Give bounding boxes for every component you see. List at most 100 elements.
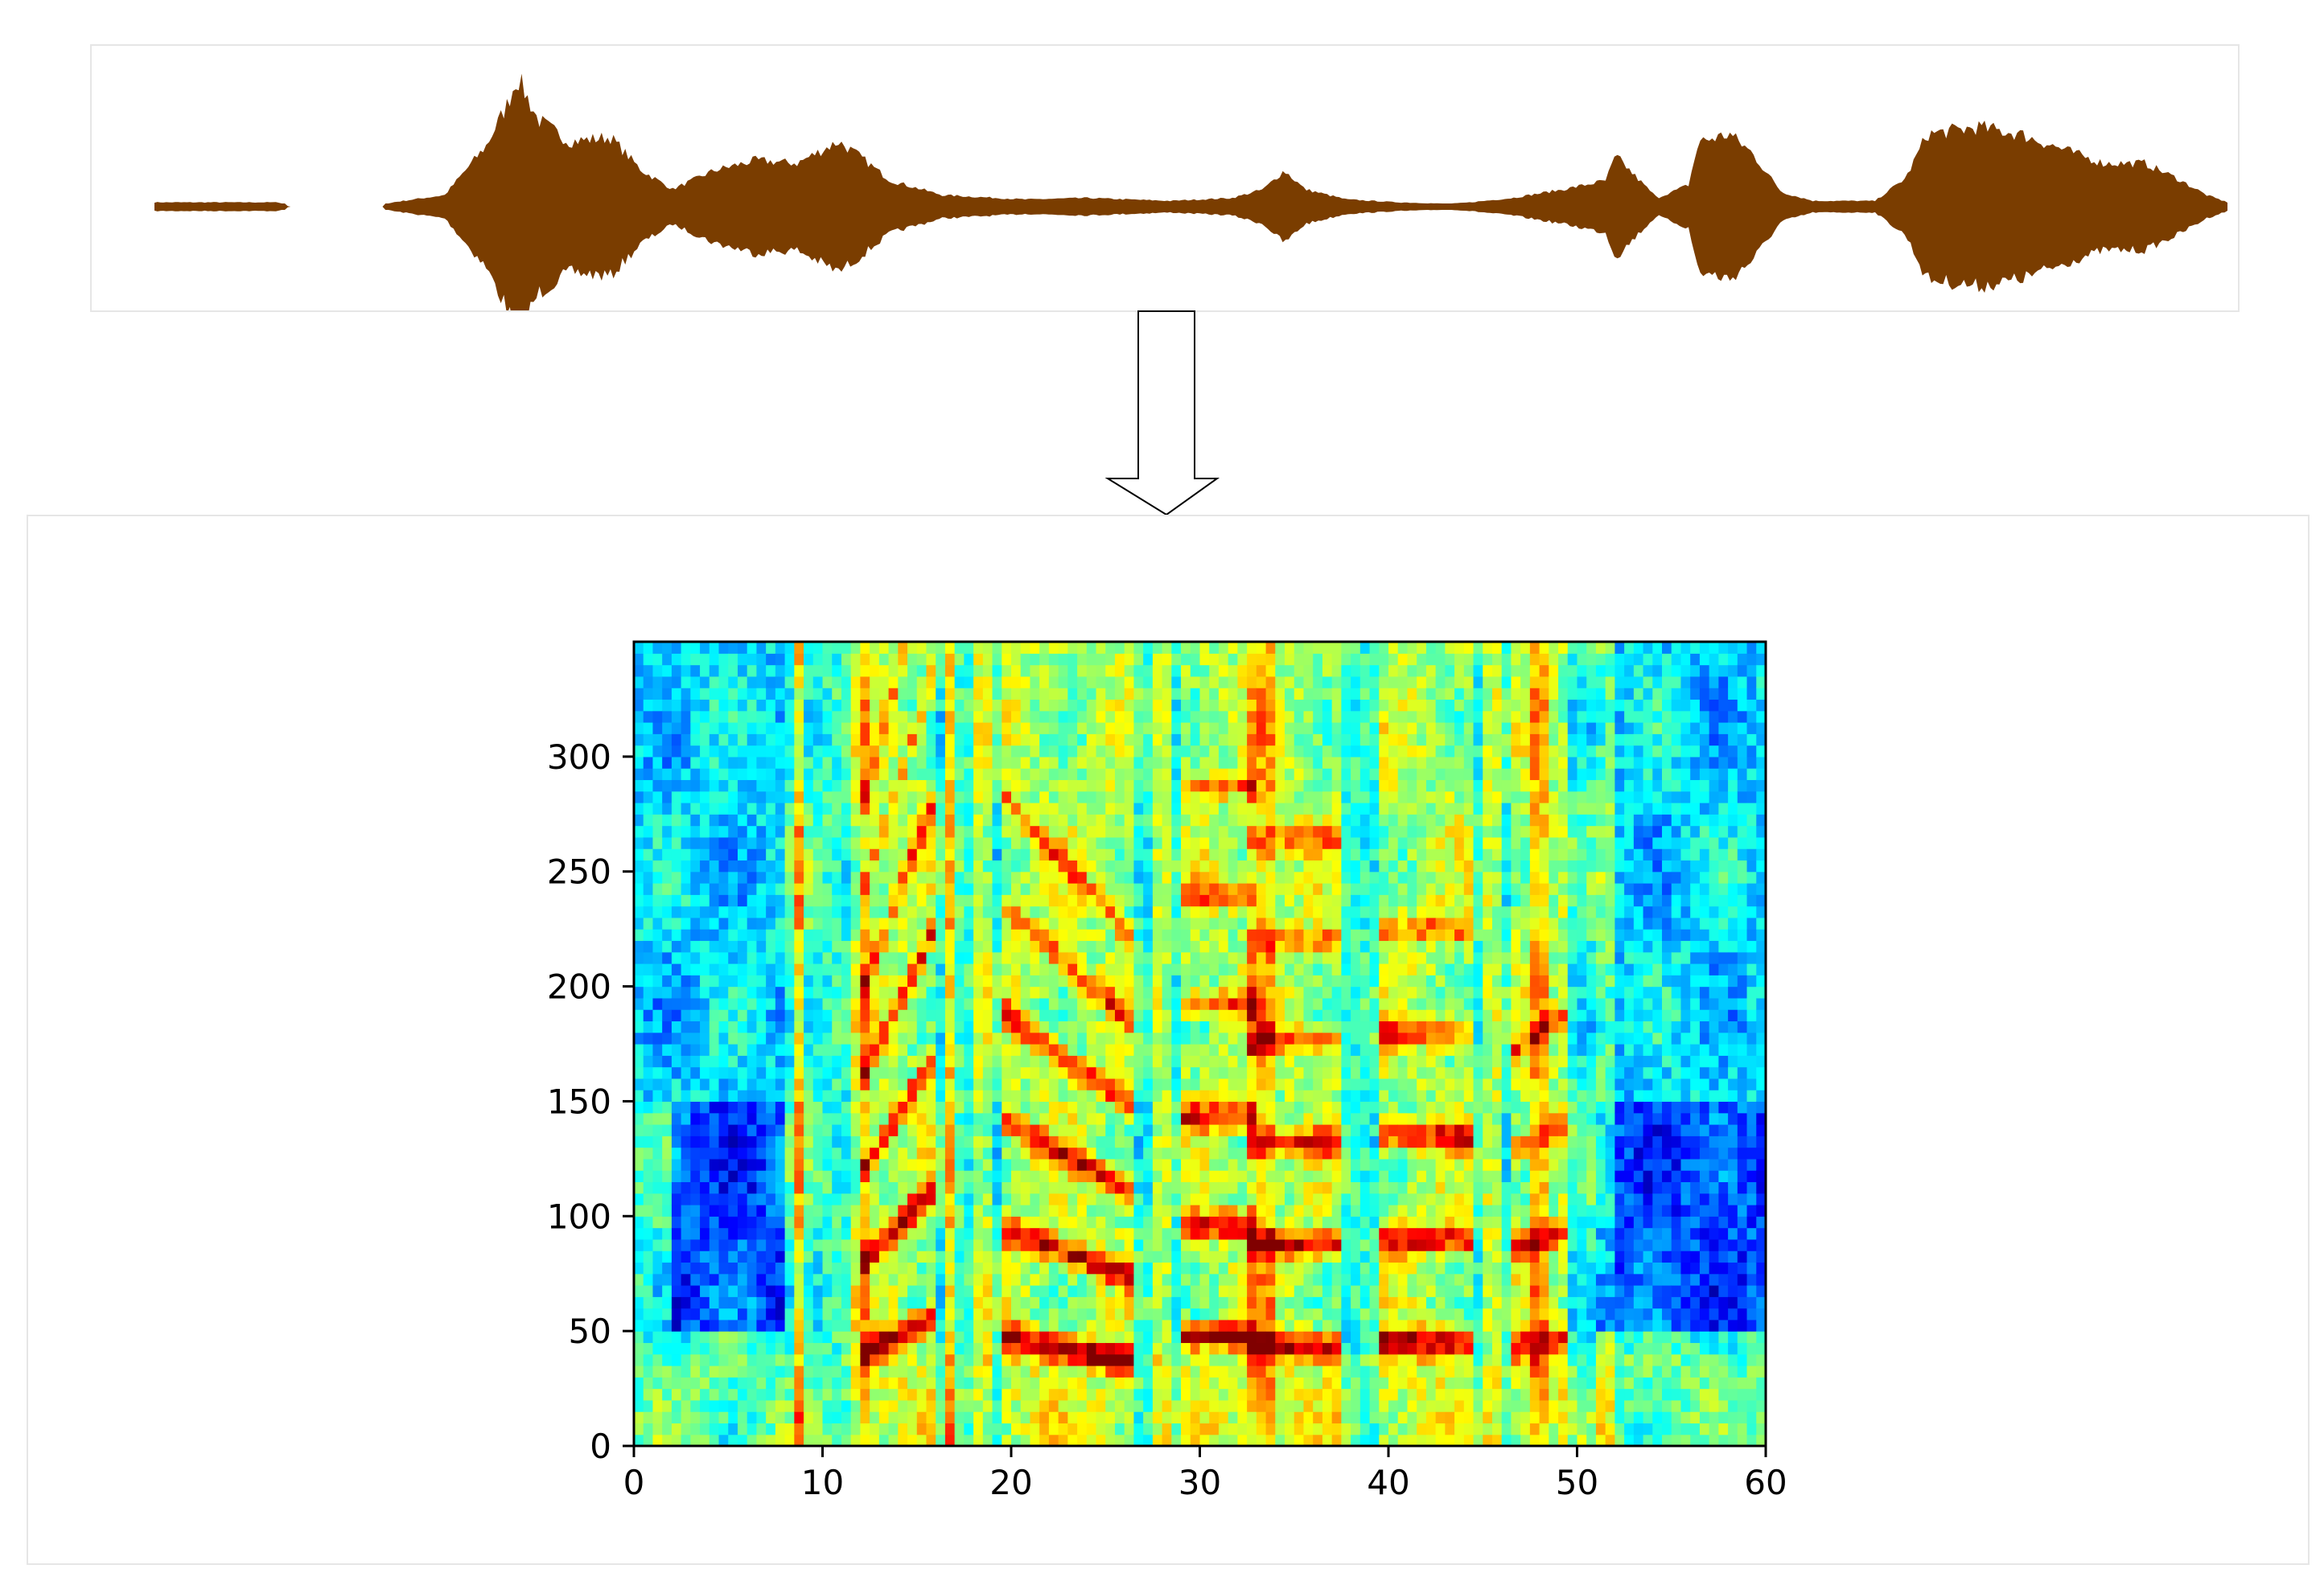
- spectrogram-cell: [1247, 710, 1257, 723]
- spectrogram-cell: [888, 1205, 899, 1217]
- spectrogram-cell: [1086, 1434, 1097, 1446]
- spectrogram-cell: [870, 986, 880, 999]
- spectrogram-cell: [1067, 791, 1078, 803]
- spectrogram-cell: [1077, 1021, 1088, 1033]
- spectrogram-cell: [1133, 929, 1144, 942]
- spectrogram-cell: [1077, 1090, 1088, 1103]
- spectrogram-cell: [718, 1181, 729, 1194]
- spectrogram-cell: [1114, 929, 1125, 942]
- spectrogram-cell: [944, 1399, 956, 1412]
- spectrogram-cell: [747, 1331, 758, 1344]
- spectrogram-cell: [926, 1423, 936, 1435]
- spectrogram-cell: [766, 745, 776, 758]
- spectrogram-cell: [898, 963, 908, 975]
- spectrogram-cell: [1181, 1285, 1191, 1297]
- spectrogram-cell: [681, 1238, 691, 1251]
- spectrogram-cell: [822, 1308, 833, 1320]
- spectrogram-cell: [1181, 653, 1191, 666]
- spectrogram-cell: [784, 906, 795, 918]
- spectrogram-cell: [1199, 1032, 1210, 1045]
- spectrogram-cell: [841, 756, 852, 769]
- spectrogram-cell: [926, 860, 936, 873]
- spectrogram-cell: [992, 1055, 1002, 1068]
- spectrogram-cell: [1303, 1193, 1314, 1205]
- spectrogram-cell: [1256, 825, 1267, 838]
- spectrogram-cell: [700, 1112, 710, 1125]
- spectrogram-cell: [964, 1136, 974, 1148]
- spectrogram-cell: [916, 1078, 928, 1090]
- spectrogram-cell: [718, 836, 729, 849]
- spectrogram-cell: [1285, 1399, 1295, 1412]
- spectrogram-cell: [944, 1009, 956, 1022]
- spectrogram-cell: [822, 664, 833, 677]
- spectrogram-cell: [964, 676, 974, 688]
- spectrogram-cell: [1181, 1342, 1191, 1355]
- spectrogram-cell: [870, 836, 880, 849]
- spectrogram-cell: [700, 814, 710, 827]
- spectrogram-cell: [1011, 1353, 1022, 1366]
- spectrogram-cell: [1058, 1181, 1068, 1194]
- spectrogram-cell: [1162, 733, 1172, 746]
- spectrogram-cell: [1265, 1434, 1276, 1446]
- spectrogram-cell: [1002, 1388, 1012, 1401]
- spectrogram-cell: [662, 997, 673, 1010]
- spectrogram-cell: [1265, 836, 1276, 849]
- spectrogram-cell: [671, 986, 682, 999]
- spectrogram-cell: [1228, 1158, 1238, 1171]
- spectrogram-cell: [1209, 906, 1220, 918]
- spectrogram-cell: [718, 1055, 729, 1068]
- spectrogram-cell: [1162, 1055, 1172, 1068]
- spectrogram-cell: [898, 1423, 908, 1435]
- spectrogram-cell: [1105, 1296, 1116, 1309]
- spectrogram-cell: [860, 1170, 870, 1183]
- spectrogram-cell: [832, 1342, 842, 1355]
- spectrogram-cell: [1218, 1411, 1229, 1424]
- spectrogram-cell: [916, 1423, 928, 1435]
- spectrogram-cell: [718, 951, 729, 964]
- spectrogram-cell: [1190, 883, 1201, 895]
- spectrogram-cell: [1275, 906, 1285, 918]
- spectrogram-cell: [898, 1216, 908, 1229]
- spectrogram-cell: [1067, 779, 1078, 792]
- spectrogram-cell: [784, 1078, 795, 1090]
- spectrogram-cell: [936, 1170, 946, 1183]
- spectrogram-cell: [643, 676, 654, 688]
- spectrogram-cell: [1209, 1009, 1220, 1022]
- spectrogram-cell: [1199, 906, 1210, 918]
- spectrogram-cell: [832, 1136, 842, 1148]
- spectrogram-cell: [1058, 1032, 1068, 1045]
- spectrogram-cell: [973, 756, 984, 769]
- spectrogram-cell: [860, 1423, 870, 1435]
- spectrogram-cell: [634, 722, 644, 734]
- spectrogram-cell: [926, 906, 936, 918]
- spectrogram-cell: [1247, 1181, 1257, 1194]
- spectrogram-cell: [1190, 825, 1201, 838]
- spectrogram-cell: [916, 997, 928, 1010]
- spectrogram-cell: [954, 803, 965, 815]
- spectrogram-cell: [1058, 1078, 1068, 1090]
- spectrogram-cell: [671, 1285, 682, 1297]
- spectrogram-cell: [700, 1101, 710, 1114]
- spectrogram-cell: [822, 1066, 833, 1079]
- spectrogram-cell: [794, 917, 804, 930]
- spectrogram-cell: [1077, 1009, 1088, 1022]
- spectrogram-cell: [690, 1147, 701, 1160]
- spectrogram-cell: [1199, 997, 1210, 1010]
- spectrogram-cell: [926, 1078, 936, 1090]
- spectrogram-cell: [681, 1377, 691, 1390]
- spectrogram-cell: [1256, 791, 1267, 803]
- spectrogram-cell: [1002, 699, 1012, 712]
- spectrogram-cell: [756, 653, 767, 666]
- spectrogram-cell: [1218, 1181, 1229, 1194]
- spectrogram-cell: [936, 1101, 946, 1114]
- spectrogram-cell: [718, 894, 729, 907]
- spectrogram-cell: [1133, 1296, 1144, 1309]
- spectrogram-cell: [954, 1124, 965, 1136]
- spectrogram-cell: [1020, 1147, 1031, 1160]
- spectrogram-cell: [944, 1101, 956, 1114]
- spectrogram-cell: [1011, 997, 1022, 1010]
- spectrogram-cell: [747, 1055, 758, 1068]
- spectrogram-cell: [1077, 1066, 1088, 1079]
- spectrogram-cell: [1199, 1124, 1210, 1136]
- spectrogram-cell: [1143, 1101, 1154, 1114]
